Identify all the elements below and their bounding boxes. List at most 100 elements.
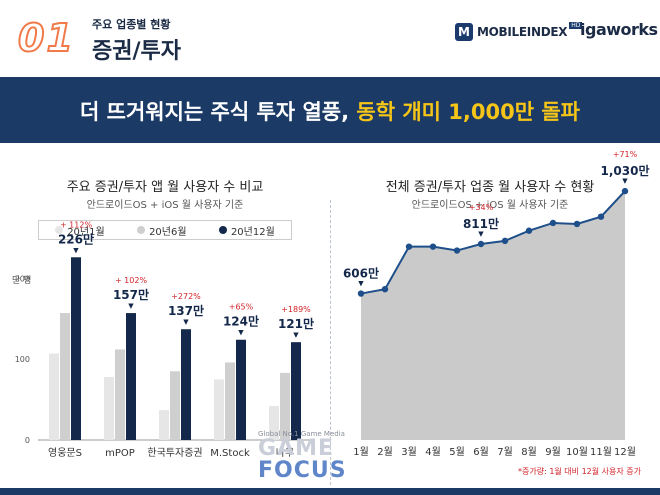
point-marker-arrow: ▼ — [622, 177, 628, 185]
point-growth-label: +34% — [469, 203, 494, 212]
data-point — [525, 227, 533, 234]
panel-divider — [330, 200, 331, 485]
right-chart-title: 전체 증권/투자 업종 월 사용자 수 현황 — [385, 180, 595, 195]
header-bar: 01 주요 업종별 현황 증권/투자 M MOBILEINDEX HD igaw… — [0, 0, 660, 77]
x-category-label: 한국투자증권 — [147, 447, 202, 459]
x-month-label: 8월 — [521, 446, 537, 458]
data-point — [405, 243, 413, 250]
legend-label-jun: 20년6월 — [149, 226, 187, 238]
legend-swatch-jun — [137, 226, 146, 234]
data-point — [549, 219, 557, 227]
area-fill — [361, 191, 625, 440]
section-subtitle: 주요 업종별 현황 — [92, 18, 171, 31]
y-tick-label: 0 — [25, 436, 30, 445]
left-chart-title: 주요 증권/투자 앱 월 사용자 수 비교 — [66, 180, 264, 195]
legend-item-dec: 20년12월 — [218, 223, 275, 238]
point-value-label: 811만 — [463, 216, 499, 231]
value-marker-arrow: ▼ — [128, 302, 134, 310]
data-point — [357, 290, 365, 297]
y-tick-label: 200 — [15, 274, 30, 283]
bar-2-0 — [71, 257, 81, 440]
x-month-label: 4월 — [425, 446, 441, 458]
headline-highlight: 동학 개미 1,000만 돌파 — [356, 100, 580, 124]
x-month-label: 10월 — [566, 446, 588, 458]
x-category-label: mPOP — [105, 448, 135, 459]
bar-chart-legend: 20년1월 20년6월 20년12월 — [38, 220, 292, 240]
legend-swatch-jan — [55, 226, 64, 234]
x-month-label: 3월 — [401, 446, 417, 458]
mobileindex-logo: M MOBILEINDEX HD — [455, 21, 583, 42]
data-point — [573, 220, 581, 228]
data-point — [621, 187, 629, 195]
igaworks-logo: igaworks — [580, 20, 658, 39]
x-category-label: 영웅문S — [48, 447, 82, 459]
value-marker-arrow: ▼ — [73, 246, 79, 254]
x-month-label: 2월 — [377, 446, 393, 458]
section-title: 증권/투자 — [92, 39, 181, 64]
value-marker-arrow: ▼ — [238, 329, 244, 337]
bar-growth-label: + 102% — [115, 276, 148, 285]
bar-1-3 — [225, 362, 235, 440]
point-marker-arrow: ▼ — [478, 230, 484, 238]
headline-banner: 더 뜨거워지는 주식 투자 열풍, 동학 개미 1,000만 돌파 — [0, 77, 660, 143]
gamefocus-watermark: Global No.1 Game Media GAME FOCUS — [258, 430, 378, 482]
left-chart-subtitle: 안드로이드OS + iOS 월 사용자 기준 — [86, 200, 244, 211]
watermark-tagline: Global No.1 Game Media — [258, 430, 345, 438]
bar-2-2 — [181, 329, 191, 440]
x-month-label: 9월 — [545, 446, 561, 458]
bar-0-3 — [214, 379, 224, 440]
bar-2-1 — [126, 313, 136, 440]
x-month-label: 5월 — [449, 446, 465, 458]
bar-1-2 — [170, 371, 180, 440]
bar-value-label: 137만 — [168, 303, 204, 318]
y-axis-unit-label: 만 명 — [12, 275, 31, 286]
legend-label-jan: 20년1월 — [67, 226, 105, 238]
growth-footnote: *증가량: 1월 대비 12월 사용자 증가 — [518, 467, 641, 476]
headline-white: 더 뜨거워지는 주식 투자 열풍, — [80, 100, 357, 124]
x-month-label: 7월 — [497, 446, 513, 458]
data-point — [477, 240, 485, 248]
data-point — [597, 213, 605, 220]
bar-0-4 — [269, 406, 279, 440]
point-growth-label: +71% — [613, 150, 638, 159]
bar-growth-label: +189% — [281, 305, 311, 314]
bar-2-4 — [291, 342, 301, 440]
bar-growth-label: +65% — [229, 303, 254, 312]
data-point — [381, 286, 389, 293]
right-chart-subtitle: 안드로이드OS + iOS 월 사용자 기준 — [411, 200, 569, 211]
value-marker-arrow: ▼ — [183, 318, 189, 326]
data-point — [429, 243, 437, 250]
watermark-focus: FOCUS — [258, 458, 347, 483]
x-month-label: 1월 — [353, 446, 369, 458]
point-value-label: 606만 — [343, 266, 379, 281]
legend-item-jun: 20년6월 — [137, 223, 187, 238]
bar-value-label: 121만 — [278, 316, 314, 331]
bar-1-4 — [280, 372, 290, 440]
bar-0-1 — [104, 376, 114, 440]
mobileindex-hd-badge: HD — [569, 21, 583, 29]
mobileindex-m-icon: M — [455, 23, 473, 41]
legend-swatch-dec — [218, 226, 227, 234]
headline-text: 더 뜨거워지는 주식 투자 열풍, 동학 개미 1,000만 돌파 — [0, 96, 660, 126]
point-marker-arrow: ▼ — [358, 280, 364, 288]
bar-1-0 — [60, 313, 70, 440]
bottom-rule — [0, 488, 660, 495]
bar-0-2 — [159, 410, 169, 440]
bar-growth-label: + 112% — [60, 220, 93, 229]
x-month-label: 11월 — [590, 446, 612, 458]
bar-2-3 — [236, 339, 246, 440]
bar-growth-label: +272% — [171, 292, 201, 301]
legend-item-jan: 20년1월 — [55, 223, 105, 238]
bar-value-label: 157만 — [113, 287, 149, 302]
legend-label-dec: 20년12월 — [230, 226, 275, 238]
series-line — [360, 190, 626, 295]
x-month-label: 6월 — [473, 446, 489, 458]
y-tick-label: 100 — [15, 355, 30, 364]
bar-1-1 — [115, 349, 125, 440]
x-category-label: 나무 — [276, 447, 294, 459]
x-category-label: M.Stock — [210, 448, 250, 459]
value-marker-arrow: ▼ — [293, 331, 299, 339]
data-point — [501, 237, 509, 245]
